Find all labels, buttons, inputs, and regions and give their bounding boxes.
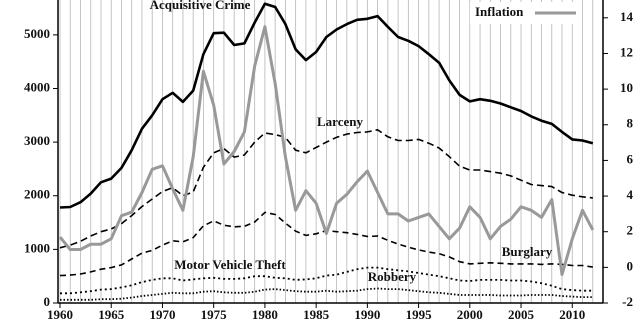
series-label: Larceny xyxy=(317,114,363,129)
x-tick-label: 1970 xyxy=(149,307,175,320)
series-line xyxy=(59,2,594,209)
y2-tick-label: 10 xyxy=(620,80,633,95)
x-tick-label: 1990 xyxy=(354,307,380,320)
x-tick-label: 2000 xyxy=(457,307,483,320)
x-tick-label: 1980 xyxy=(252,307,278,320)
y-tick-label: 1000 xyxy=(24,240,50,255)
x-tick-label: 2010 xyxy=(559,307,585,320)
y-tick-label: 5000 xyxy=(24,26,50,41)
x-tick-label: 1995 xyxy=(406,307,433,320)
series-label: Burglary xyxy=(502,244,553,259)
y2-tick-label: 12 xyxy=(620,44,633,59)
y2-tick-label: 8 xyxy=(627,116,634,131)
series-label: Robbery xyxy=(368,269,417,284)
y-tick-label: 3000 xyxy=(24,133,50,148)
y-tick-label: 2000 xyxy=(24,187,50,202)
y2-tick-label: 2 xyxy=(627,223,634,238)
x-tick-label: 1985 xyxy=(303,307,330,320)
y2-tick-label: 4 xyxy=(627,187,634,202)
x-tick-label: 1975 xyxy=(201,307,228,320)
series-label: Acquisitive Crime xyxy=(150,0,251,12)
y-tick-label: 4000 xyxy=(24,79,50,94)
y2-tick-label: 6 xyxy=(627,151,634,166)
series-line xyxy=(59,129,593,249)
x-tick-label: 1965 xyxy=(98,307,125,320)
x-tick-label: 1960 xyxy=(47,307,73,320)
y2-tick-label: -2 xyxy=(622,294,633,309)
series-line xyxy=(60,287,593,301)
x-tick-label: 2005 xyxy=(508,307,535,320)
series-label: Motor Vehicle Theft xyxy=(174,257,286,272)
series-line xyxy=(58,25,595,276)
series-line xyxy=(60,266,593,295)
y-tick-label: 0 xyxy=(44,294,51,309)
y2-tick-label: 0 xyxy=(627,258,634,273)
legend-box xyxy=(470,2,582,24)
y2-tick-label: 14 xyxy=(620,9,634,24)
legend-label: Inflation xyxy=(475,4,524,19)
